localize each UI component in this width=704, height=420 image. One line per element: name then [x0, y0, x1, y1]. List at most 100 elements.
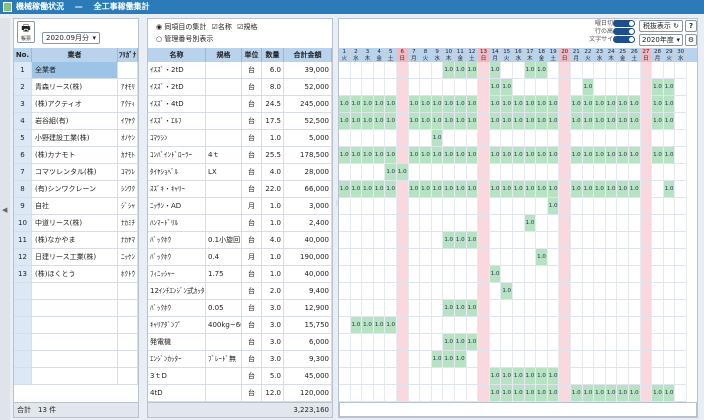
calendar-cell[interactable] [397, 96, 409, 113]
calendar-cell[interactable] [431, 283, 444, 300]
calendar-cell[interactable] [350, 249, 363, 266]
calendar-cell[interactable] [640, 266, 653, 283]
calendar-cell[interactable] [466, 198, 479, 215]
usage-cell[interactable]: 1.0 [571, 385, 583, 402]
calendar-cell[interactable] [455, 198, 467, 215]
calendar-cell[interactable] [466, 249, 479, 266]
calendar-cell[interactable] [582, 198, 595, 215]
calendar-cell[interactable] [478, 249, 490, 266]
calendar-cell[interactable] [478, 96, 490, 113]
calendar-cell[interactable] [397, 113, 409, 130]
usage-cell[interactable]: 1.0 [385, 181, 397, 198]
calendar-cell[interactable] [559, 232, 571, 249]
calendar-cell[interactable] [640, 147, 653, 164]
calendar-cell[interactable] [663, 334, 676, 351]
calendar-cell[interactable] [675, 317, 687, 334]
calendar-cell[interactable] [397, 283, 409, 300]
calendar-cell[interactable] [629, 334, 641, 351]
calendar-cell[interactable] [559, 96, 571, 113]
calendar-cell[interactable] [524, 334, 537, 351]
calendar-cell[interactable] [663, 164, 676, 181]
usage-cell[interactable]: 1.0 [629, 181, 641, 198]
calendar-cell[interactable] [547, 334, 560, 351]
contractor-name[interactable]: 青森リース(株) [32, 79, 118, 96]
calendar-cell[interactable] [582, 164, 595, 181]
calendar-cell[interactable] [547, 266, 560, 283]
calendar-cell[interactable] [675, 351, 687, 368]
calendar-cell[interactable] [594, 266, 606, 283]
calendar-cell[interactable] [385, 232, 397, 249]
usage-cell[interactable]: 1.0 [455, 113, 467, 130]
calendar-cell[interactable] [663, 215, 676, 232]
usage-cell[interactable]: 1.0 [524, 96, 537, 113]
calendar-cell[interactable] [362, 198, 374, 215]
usage-cell[interactable]: 1.0 [652, 385, 664, 402]
calendar-cell[interactable] [663, 351, 676, 368]
usage-cell[interactable]: 1.0 [501, 368, 513, 385]
usage-cell[interactable]: 1.0 [663, 385, 676, 402]
calendar-cell[interactable] [350, 198, 363, 215]
calendar-cell[interactable] [431, 79, 444, 96]
calendar-cell[interactable] [571, 79, 583, 96]
calendar-cell[interactable] [663, 249, 676, 266]
usage-cell[interactable]: 1.0 [513, 368, 525, 385]
calendar-cell[interactable] [629, 249, 641, 266]
calendar-cell[interactable] [640, 198, 653, 215]
usage-cell[interactable]: 1.0 [547, 198, 560, 215]
calendar-cell[interactable] [385, 249, 397, 266]
calendar-cell[interactable] [629, 368, 641, 385]
calendar-cell[interactable] [513, 300, 525, 317]
calendar-cell[interactable] [594, 249, 606, 266]
calendar-cell[interactable] [652, 334, 664, 351]
contractor-name[interactable]: 小野建設工業(株) [32, 130, 118, 147]
usage-cell[interactable]: 1.0 [362, 147, 374, 164]
usage-cell[interactable]: 1.0 [605, 181, 618, 198]
calendar-cell[interactable] [524, 130, 537, 147]
usage-cell[interactable]: 1.0 [385, 96, 397, 113]
calendar-cell[interactable] [629, 198, 641, 215]
calendar-cell[interactable] [466, 317, 479, 334]
calendar-cell[interactable] [547, 300, 560, 317]
contractor-name[interactable]: (有)シンワクレーン [32, 181, 118, 198]
calendar-cell[interactable] [408, 317, 421, 334]
calendar-cell[interactable] [536, 232, 548, 249]
calendar-cell[interactable] [455, 215, 467, 232]
contractor-name[interactable]: (株)ほくとう [32, 266, 118, 283]
usage-cell[interactable]: 1.0 [420, 147, 432, 164]
usage-cell[interactable]: 1.0 [547, 385, 560, 402]
left-panel-toggle[interactable]: ◀ [0, 18, 10, 420]
calendar-cell[interactable] [629, 232, 641, 249]
calendar-cell[interactable] [408, 385, 421, 402]
calendar-cell[interactable] [408, 164, 421, 181]
calendar-cell[interactable] [617, 317, 629, 334]
calendar-cell[interactable] [524, 198, 537, 215]
contractor-name[interactable]: 中道リース(株) [32, 215, 118, 232]
calendar-cell[interactable] [617, 266, 629, 283]
calendar-cell[interactable] [397, 79, 409, 96]
usage-cell[interactable]: 1.0 [373, 96, 386, 113]
calendar-cell[interactable] [431, 232, 444, 249]
calendar-cell[interactable] [513, 283, 525, 300]
calendar-cell[interactable] [629, 266, 641, 283]
calendar-cell[interactable] [675, 334, 687, 351]
calendar-cell[interactable] [559, 147, 571, 164]
usage-cell[interactable]: 1.0 [547, 368, 560, 385]
usage-cell[interactable]: 1.0 [594, 385, 606, 402]
calendar-cell[interactable] [339, 351, 351, 368]
calendar-cell[interactable] [640, 385, 653, 402]
calendar-cell[interactable] [489, 164, 502, 181]
usage-cell[interactable]: 1.0 [582, 113, 595, 130]
calendar-cell[interactable] [385, 266, 397, 283]
calendar-cell[interactable] [373, 215, 386, 232]
calendar-cell[interactable] [373, 385, 386, 402]
calendar-cell[interactable] [559, 79, 571, 96]
tax-display-button[interactable]: 税抜表示 ↻ [639, 20, 683, 32]
usage-cell[interactable]: 1.0 [431, 130, 444, 147]
usage-cell[interactable]: 1.0 [582, 79, 595, 96]
calendar-cell[interactable] [501, 351, 513, 368]
usage-cell[interactable]: 1.0 [605, 147, 618, 164]
calendar-cell[interactable] [617, 351, 629, 368]
calendar-cell[interactable] [362, 249, 374, 266]
calendar-cell[interactable] [478, 113, 490, 130]
calendar-cell[interactable] [397, 62, 409, 79]
